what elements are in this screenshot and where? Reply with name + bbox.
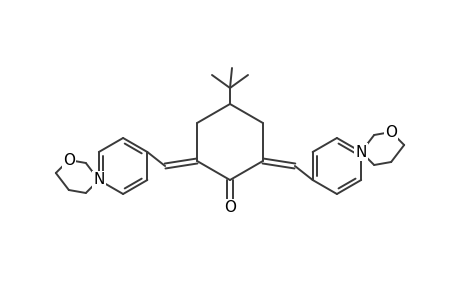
- Text: O: O: [384, 124, 396, 140]
- Text: O: O: [63, 152, 75, 167]
- Text: N: N: [355, 145, 366, 160]
- Text: O: O: [224, 200, 235, 215]
- Text: N: N: [93, 172, 104, 188]
